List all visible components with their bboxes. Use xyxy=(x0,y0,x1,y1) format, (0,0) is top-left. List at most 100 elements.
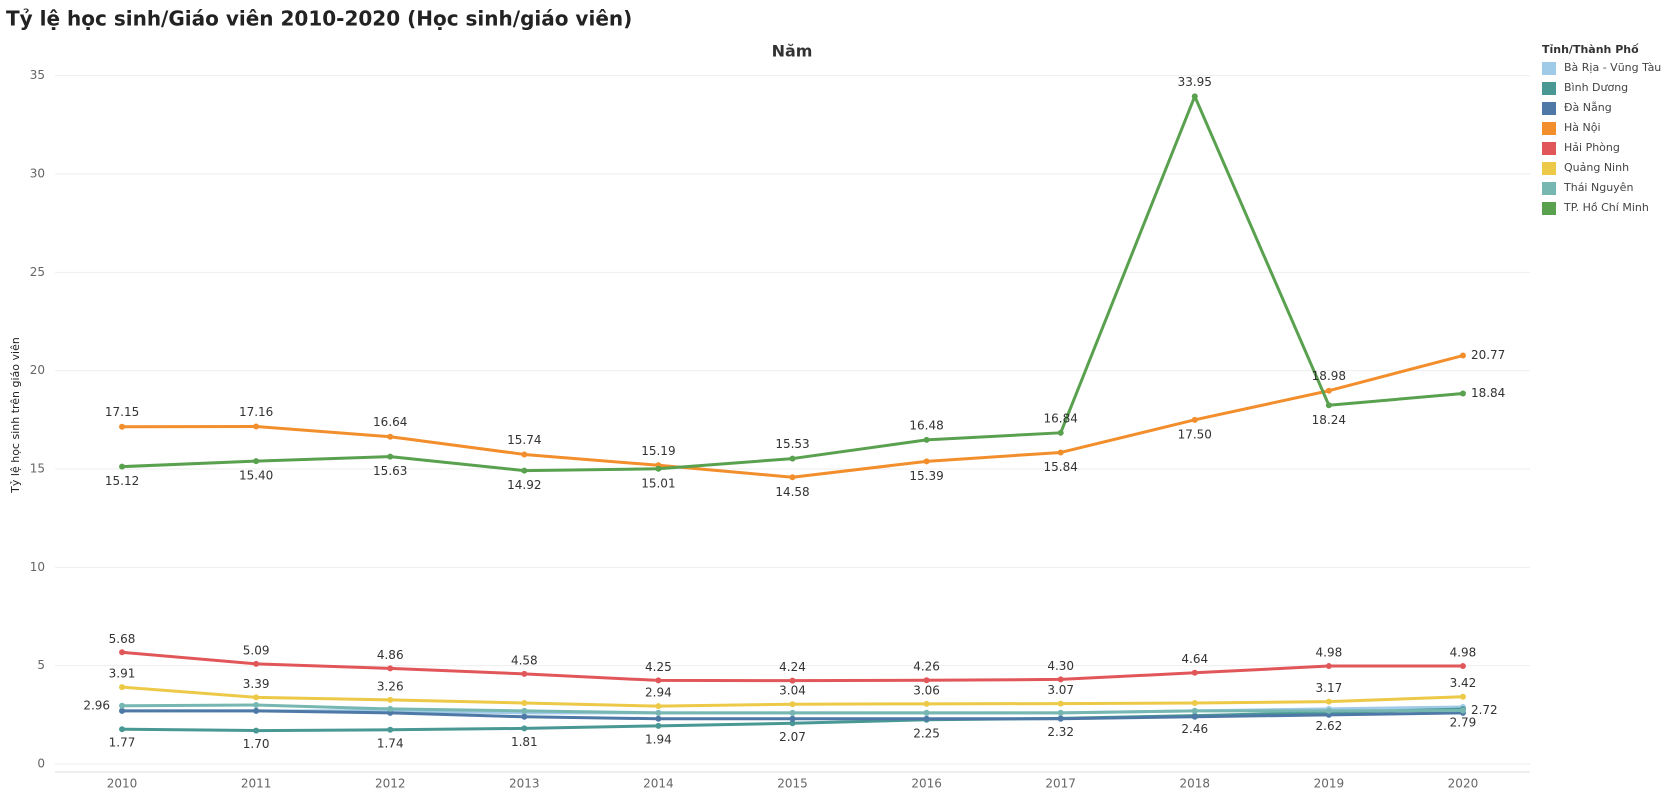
y-axis-title: Tỷ lệ học sinh trên giáo viên xyxy=(9,337,22,494)
value-label: 4.98 xyxy=(1450,646,1477,660)
value-label: 2.62 xyxy=(1316,719,1343,733)
data-point xyxy=(1191,707,1198,714)
value-label: 4.58 xyxy=(511,653,538,667)
y-tick-label: 35 xyxy=(30,68,45,82)
value-label: 16.48 xyxy=(909,418,943,432)
legend-label: Thái Nguyên xyxy=(1563,181,1633,194)
x-tick-label: 2016 xyxy=(911,777,942,791)
x-tick-label: 2019 xyxy=(1314,777,1345,791)
x-tick-label: 2017 xyxy=(1045,777,1076,791)
x-tick-label: 2013 xyxy=(509,777,540,791)
x-tick-label: 2018 xyxy=(1179,777,1210,791)
data-point xyxy=(253,702,260,708)
data-point xyxy=(789,709,796,716)
legend-label: TP. Hồ Chí Minh xyxy=(1563,201,1649,214)
value-label: 14.58 xyxy=(775,485,809,499)
value-label: 4.64 xyxy=(1181,652,1208,666)
data-point xyxy=(387,453,394,460)
data-point xyxy=(1057,449,1064,456)
value-label: 3.06 xyxy=(913,683,940,697)
x-tick-label: 2014 xyxy=(643,777,674,791)
value-label: 4.86 xyxy=(377,648,404,662)
data-point xyxy=(521,670,528,677)
data-point xyxy=(253,707,260,714)
x-tick-label: 2010 xyxy=(107,777,138,791)
value-label: 3.91 xyxy=(109,667,136,681)
data-point xyxy=(923,436,930,443)
y-tick-label: 10 xyxy=(30,560,45,574)
legend-swatch xyxy=(1542,162,1556,175)
legend-swatch xyxy=(1542,182,1556,195)
value-label: 18.98 xyxy=(1312,369,1346,383)
value-label: 4.24 xyxy=(779,660,806,674)
value-label: 18.24 xyxy=(1312,413,1346,427)
data-point xyxy=(1191,669,1198,676)
data-point xyxy=(119,702,126,709)
value-label: 16.84 xyxy=(1044,411,1078,425)
value-label: 15.12 xyxy=(105,474,139,488)
data-point xyxy=(789,720,796,727)
data-point xyxy=(119,684,126,691)
value-label: 15.19 xyxy=(641,444,675,458)
data-point xyxy=(1057,709,1064,716)
data-point xyxy=(923,700,930,707)
data-point xyxy=(655,703,662,710)
data-point xyxy=(253,423,260,430)
data-point xyxy=(789,715,796,722)
value-label: 2.94 xyxy=(645,686,672,700)
data-point xyxy=(789,455,796,462)
value-label: 17.16 xyxy=(239,405,273,419)
value-label: 2.96 xyxy=(83,698,110,712)
y-tick-label: 5 xyxy=(37,658,45,672)
data-point xyxy=(387,433,394,440)
y-tick-label: 15 xyxy=(30,462,45,476)
data-point xyxy=(119,649,126,656)
data-point xyxy=(1191,93,1198,100)
data-point xyxy=(1459,352,1466,359)
value-label: 2.07 xyxy=(779,730,806,744)
data-point xyxy=(521,467,528,474)
data-point xyxy=(655,715,662,722)
legend-swatch xyxy=(1542,122,1556,135)
value-label: 15.39 xyxy=(909,469,943,483)
data-point xyxy=(923,715,930,722)
value-label: 14.92 xyxy=(507,478,541,492)
value-label: 20.77 xyxy=(1471,348,1505,362)
data-point xyxy=(387,726,394,733)
data-point xyxy=(1459,693,1466,700)
data-point xyxy=(923,458,930,465)
legend-label: Hà Nội xyxy=(1564,121,1601,134)
data-point xyxy=(1325,707,1332,714)
data-point xyxy=(1191,700,1198,707)
value-label: 15.84 xyxy=(1044,460,1078,474)
data-point xyxy=(387,665,394,672)
legend-swatch xyxy=(1542,102,1556,115)
y-tick-label: 25 xyxy=(30,265,45,279)
chart-title: Tỷ lệ học sinh/Giáo viên 2010-2020 (Học … xyxy=(6,7,632,31)
data-point xyxy=(1057,700,1064,707)
data-point xyxy=(253,660,260,667)
value-label: 1.70 xyxy=(243,737,270,751)
value-label: 4.30 xyxy=(1047,659,1074,673)
value-label: 3.39 xyxy=(243,677,270,691)
value-label: 1.74 xyxy=(377,736,404,750)
legend-swatch xyxy=(1542,82,1556,95)
data-point xyxy=(119,726,126,733)
data-point xyxy=(655,722,662,729)
data-point xyxy=(1325,402,1332,409)
data-point xyxy=(521,700,528,707)
data-point xyxy=(253,727,260,734)
x-tick-label: 2020 xyxy=(1448,777,1479,791)
value-label: 2.79 xyxy=(1450,716,1477,730)
value-label: 5.68 xyxy=(109,632,136,646)
data-point xyxy=(1325,663,1332,670)
y-tick-label: 30 xyxy=(30,167,45,181)
value-label: 15.40 xyxy=(239,469,273,483)
data-point xyxy=(119,463,126,470)
data-point xyxy=(1459,663,1466,670)
legend-label: Bà Rịa - Vũng Tàu xyxy=(1564,61,1661,74)
value-label: 17.15 xyxy=(105,405,139,419)
x-axis-title: Năm xyxy=(772,42,813,61)
value-label: 33.95 xyxy=(1178,75,1212,89)
value-label: 4.26 xyxy=(913,660,940,674)
